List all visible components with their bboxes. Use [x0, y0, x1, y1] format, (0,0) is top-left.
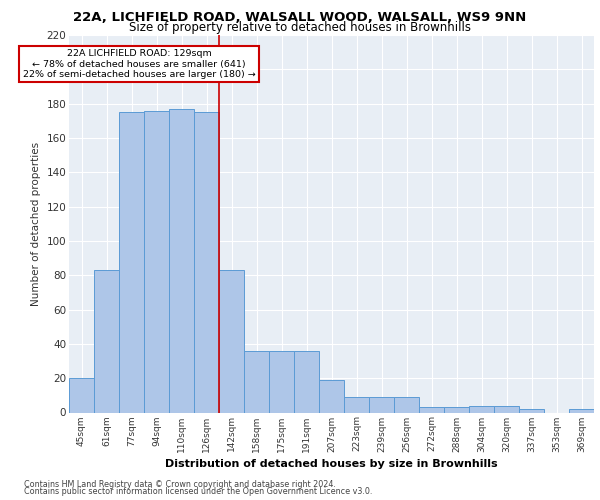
- Bar: [144, 110, 169, 412]
- Bar: [319, 380, 344, 412]
- Bar: [169, 109, 194, 412]
- Bar: [394, 397, 419, 412]
- Text: Contains HM Land Registry data © Crown copyright and database right 2024.: Contains HM Land Registry data © Crown c…: [24, 480, 336, 489]
- Bar: [294, 350, 319, 412]
- Bar: [519, 409, 544, 412]
- Text: 22A LICHFIELD ROAD: 129sqm
← 78% of detached houses are smaller (641)
22% of sem: 22A LICHFIELD ROAD: 129sqm ← 78% of deta…: [23, 50, 256, 79]
- X-axis label: Distribution of detached houses by size in Brownhills: Distribution of detached houses by size …: [165, 458, 498, 468]
- Bar: [469, 406, 494, 412]
- Bar: [494, 406, 519, 412]
- Text: 22A, LICHFIELD ROAD, WALSALL WOOD, WALSALL, WS9 9NN: 22A, LICHFIELD ROAD, WALSALL WOOD, WALSA…: [73, 11, 527, 24]
- Bar: [244, 350, 269, 412]
- Bar: [69, 378, 94, 412]
- Bar: [569, 409, 594, 412]
- Bar: [444, 408, 469, 412]
- Y-axis label: Number of detached properties: Number of detached properties: [31, 142, 41, 306]
- Bar: [269, 350, 294, 412]
- Bar: [219, 270, 244, 412]
- Bar: [94, 270, 119, 412]
- Bar: [194, 112, 219, 412]
- Bar: [119, 112, 144, 412]
- Bar: [344, 397, 369, 412]
- Text: Size of property relative to detached houses in Brownhills: Size of property relative to detached ho…: [129, 21, 471, 34]
- Text: Contains public sector information licensed under the Open Government Licence v3: Contains public sector information licen…: [24, 487, 373, 496]
- Bar: [369, 397, 394, 412]
- Bar: [419, 408, 444, 412]
